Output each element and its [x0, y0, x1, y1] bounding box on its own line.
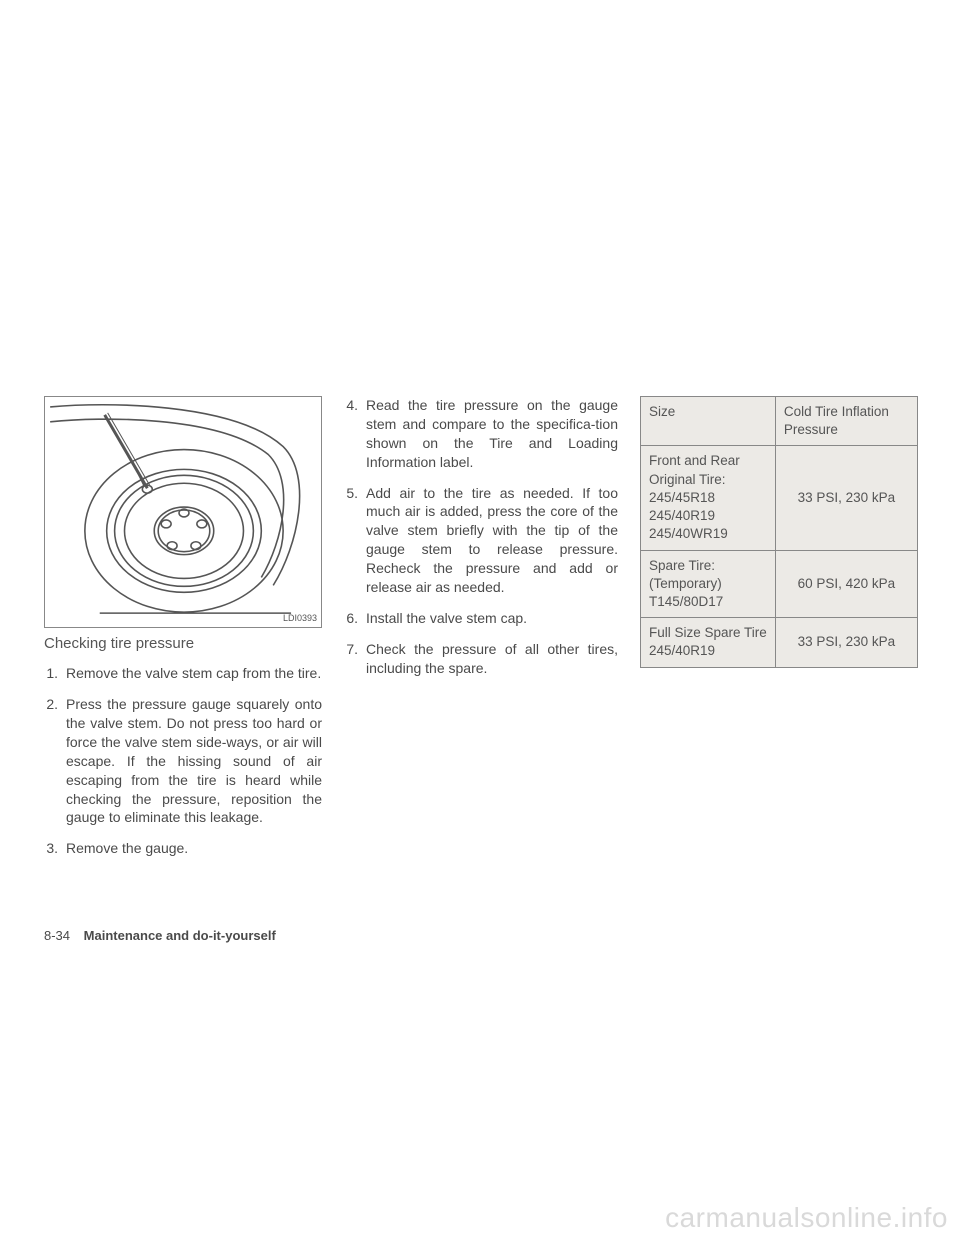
pressure-table: Size Cold Tire Inflation Pressure Front …: [640, 396, 918, 668]
step-text: Remove the gauge.: [66, 839, 322, 858]
step-text: Install the valve stem cap.: [366, 609, 618, 628]
step-text: Remove the valve stem cap from the tire.: [66, 664, 322, 683]
step-item: 3.Remove the gauge.: [44, 839, 322, 858]
step-number: 4.: [344, 396, 366, 472]
step-text: Add air to the tire as needed. If too mu…: [366, 484, 618, 597]
header-pressure: Cold Tire Inflation Pressure: [775, 397, 917, 446]
page-footer: 8-34 Maintenance and do-it-yourself: [44, 928, 276, 943]
column-1: LDI0393 Checking tire pressure 1.Remove …: [44, 396, 322, 870]
step-number: 6.: [344, 609, 366, 628]
step-number: 5.: [344, 484, 366, 597]
step-item: 1.Remove the valve stem cap from the tir…: [44, 664, 322, 683]
steps-list-1: 1.Remove the valve stem cap from the tir…: [44, 664, 322, 858]
table-row: Full Size Spare Tire 245/40R19 33 PSI, 2…: [641, 618, 918, 667]
cell-pressure: 33 PSI, 230 kPa: [775, 446, 917, 550]
table-row: Front and Rear Original Tire: 245/45R18 …: [641, 446, 918, 550]
table-row: Spare Tire: (Temporary) T145/80D17 60 PS…: [641, 550, 918, 618]
tire-illustration: [45, 397, 321, 627]
step-text: Read the tire pressure on the gauge stem…: [366, 396, 618, 472]
column-3: Size Cold Tire Inflation Pressure Front …: [640, 396, 918, 870]
cell-size: Full Size Spare Tire 245/40R19: [641, 618, 776, 667]
step-item: 7.Check the pressure of all other tires,…: [344, 640, 618, 678]
step-number: 1.: [44, 664, 66, 683]
step-item: 6.Install the valve stem cap.: [344, 609, 618, 628]
page-number: 8-34: [44, 928, 70, 943]
section-heading: Checking tire pressure: [44, 634, 322, 654]
table-row: Size Cold Tire Inflation Pressure: [641, 397, 918, 446]
step-text: Press the pressure gauge squarely onto t…: [66, 695, 322, 827]
tire-figure: LDI0393: [44, 396, 322, 628]
page-content: LDI0393 Checking tire pressure 1.Remove …: [44, 396, 918, 870]
step-number: 2.: [44, 695, 66, 827]
cell-pressure: 33 PSI, 230 kPa: [775, 618, 917, 667]
step-item: 4.Read the tire pressure on the gauge st…: [344, 396, 618, 472]
step-text: Check the pressure of all other tires, i…: [366, 640, 618, 678]
header-size: Size: [641, 397, 776, 446]
step-number: 3.: [44, 839, 66, 858]
section-title: Maintenance and do-it-yourself: [84, 928, 276, 943]
step-item: 5.Add air to the tire as needed. If too …: [344, 484, 618, 597]
cell-pressure: 60 PSI, 420 kPa: [775, 550, 917, 618]
steps-list-2: 4.Read the tire pressure on the gauge st…: [344, 396, 618, 678]
step-item: 2.Press the pressure gauge squarely onto…: [44, 695, 322, 827]
figure-label: LDI0393: [283, 612, 317, 624]
column-2: 4.Read the tire pressure on the gauge st…: [344, 396, 618, 870]
step-number: 7.: [344, 640, 366, 678]
cell-size: Spare Tire: (Temporary) T145/80D17: [641, 550, 776, 618]
cell-size: Front and Rear Original Tire: 245/45R18 …: [641, 446, 776, 550]
watermark: carmanualsonline.info: [665, 1202, 948, 1234]
